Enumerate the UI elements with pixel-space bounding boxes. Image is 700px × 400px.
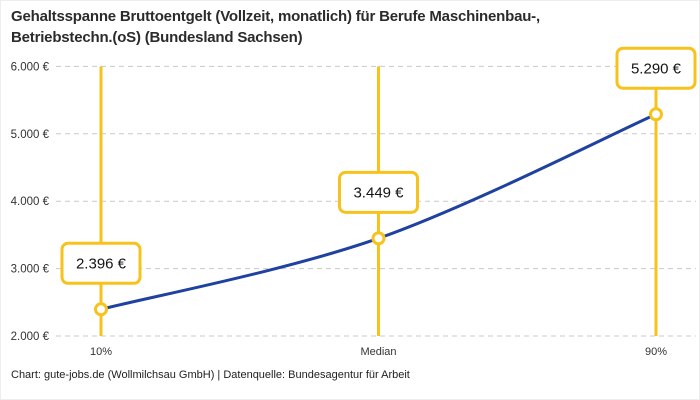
x-axis-tick-label: Median [360, 346, 396, 358]
chart-title: Gehaltsspanne Bruttoentgelt (Vollzeit, m… [11, 6, 540, 48]
x-axis-tick-label: 90% [645, 346, 667, 358]
y-axis-tick-label: 6.000 € [11, 61, 50, 73]
x-axis-tick-label: 10% [90, 346, 112, 358]
data-point-marker [371, 231, 386, 246]
chart-title-line-2: Betriebstechn.(oS) (Bundesland Sachsen) [11, 29, 303, 46]
chart-credit: Chart: gute-jobs.de (Wollmilchsau GmbH) … [11, 369, 410, 381]
value-label: 3.449 € [353, 184, 404, 201]
chart-title-line-1: Gehaltsspanne Bruttoentgelt (Vollzeit, m… [11, 8, 540, 25]
y-axis-tick-label: 4.000 € [11, 196, 50, 208]
y-axis-tick-label: 2.000 € [11, 331, 50, 343]
y-axis-tick-label: 5.000 € [11, 129, 50, 141]
value-label-box [60, 241, 142, 285]
value-label-box [615, 46, 697, 90]
y-axis-tick-label: 3.000 € [11, 264, 50, 276]
value-label: 5.290 € [631, 60, 682, 77]
data-point-marker [94, 302, 108, 317]
data-point-marker [649, 107, 663, 122]
value-label: 2.396 € [76, 255, 127, 272]
value-label-box [338, 170, 419, 214]
